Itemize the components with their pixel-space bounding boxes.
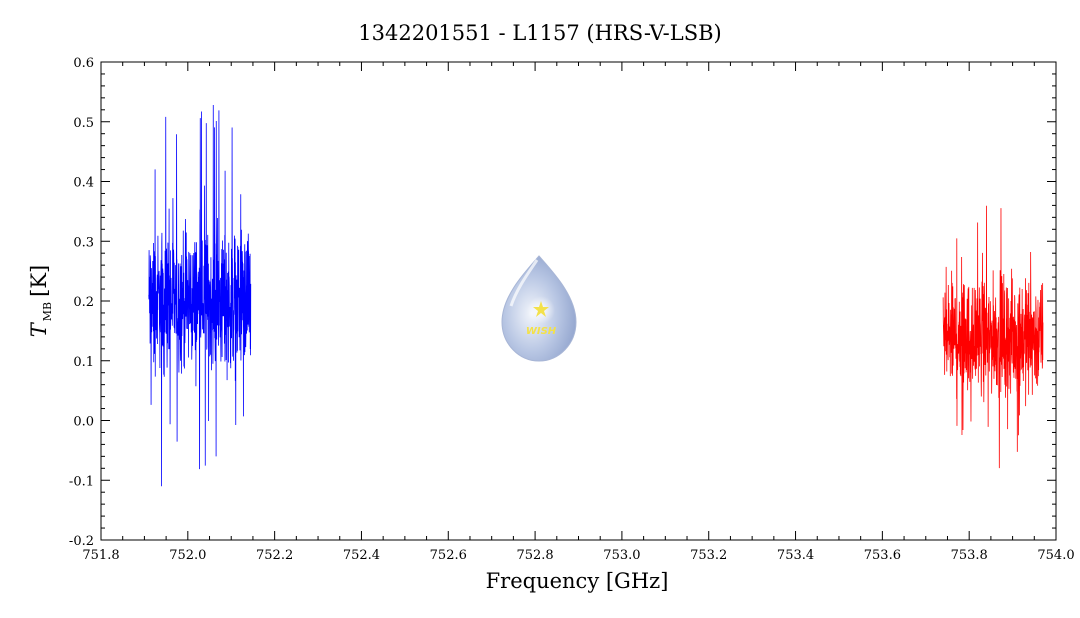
x-tick-label: 752.4 xyxy=(343,548,380,563)
ticks-layer: 751.8 752.0 752.2 752.4 752.6 752.8 753.0 753.2… xyxy=(69,56,1075,563)
y-tick-label: 0.2 xyxy=(73,295,94,310)
y-axis-subscript: MB xyxy=(41,302,54,321)
y-tick-label: 0.0 xyxy=(73,415,94,430)
y-tick-label: 0.6 xyxy=(73,56,94,71)
x-tick-label: 752.2 xyxy=(256,548,293,563)
y-tick-label: 0.5 xyxy=(73,116,94,131)
wish-logo: WISH xyxy=(501,255,577,362)
x-tick-label: 752.6 xyxy=(430,548,467,563)
star-icon xyxy=(533,301,549,317)
svg-text:TMB[K]: TMB [K] xyxy=(27,265,54,337)
x-tick-label: 753.8 xyxy=(951,548,988,563)
logo-label: WISH xyxy=(526,326,557,337)
x-tick-label: 753.6 xyxy=(864,548,901,563)
y-tick-label: 0.1 xyxy=(73,355,94,370)
y-axis-unit: [K] xyxy=(27,265,51,297)
x-tick-label: 752.0 xyxy=(169,548,206,563)
y-axis-symbol: T xyxy=(27,321,51,337)
x-tick-label: 754.0 xyxy=(1037,548,1074,563)
y-axis-label: TMB [K] xyxy=(27,265,54,337)
x-tick-label: 752.8 xyxy=(516,548,553,563)
series-1-line xyxy=(942,205,1044,469)
y-tick-label: -0.2 xyxy=(69,534,94,549)
y-tick-label: -0.1 xyxy=(69,474,94,489)
x-tick-label: 753.0 xyxy=(603,548,640,563)
series-0-line xyxy=(148,104,252,487)
x-tick-label: 753.2 xyxy=(690,548,727,563)
y-tick-label: 0.3 xyxy=(73,235,94,250)
y-tick-label: 0.4 xyxy=(73,176,94,191)
chart-title: 1342201551 - L1157 (HRS-V-LSB) xyxy=(358,21,721,45)
x-axis-label: Frequency [GHz] xyxy=(486,569,669,593)
x-tick-label: 753.4 xyxy=(777,548,814,563)
x-tick-label: 751.8 xyxy=(82,548,119,563)
series-layer xyxy=(148,104,1044,487)
